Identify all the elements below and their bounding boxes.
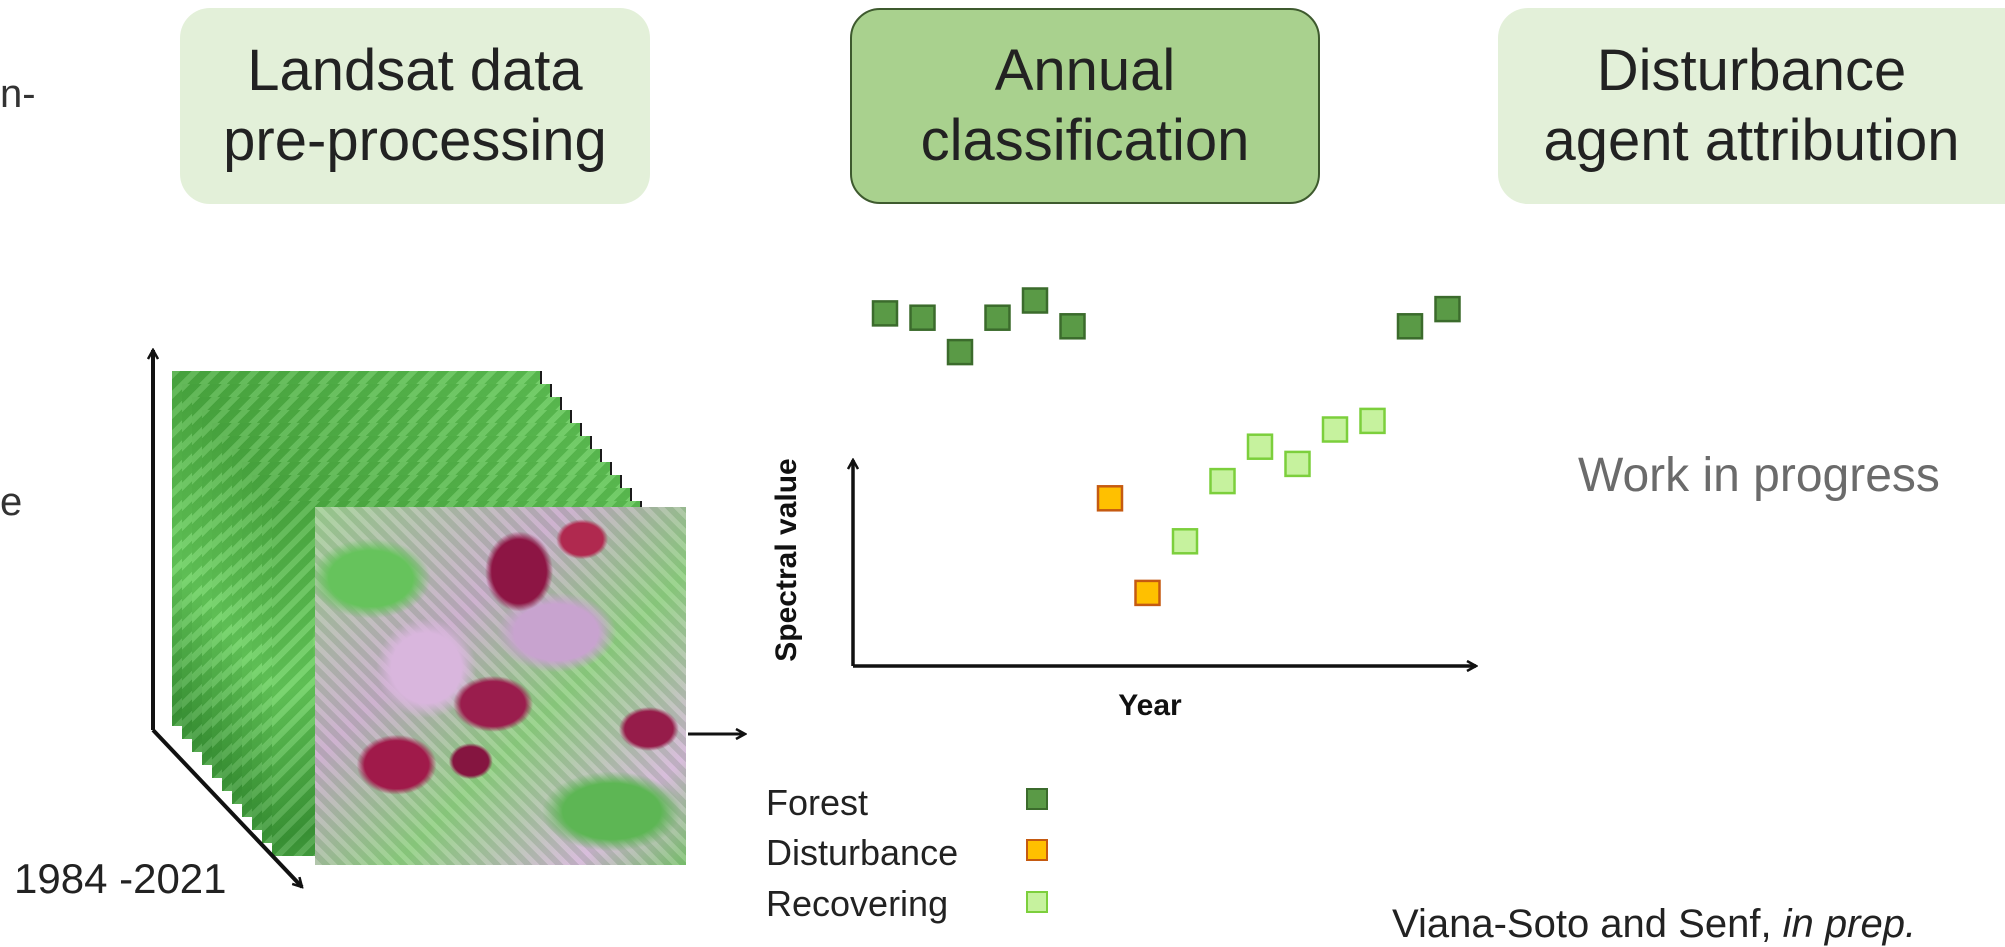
legend-label-disturbance: Disturbance [766,832,959,873]
legend-swatch-forest [1026,788,1048,810]
data-point-forest-3 [946,338,974,366]
data-point-disturbance-7 [1096,485,1124,512]
data-point-forest-4 [984,304,1011,331]
data-point-recovering-12 [1284,450,1311,478]
time-axis-diagonal [151,728,302,887]
data-point-recovering-11 [1246,433,1274,460]
work-in-progress-label: Work in progress [1578,449,1940,502]
data-point-recovering-9 [1171,528,1199,555]
data-point-recovering-14 [1359,407,1386,435]
citation: Viana-Soto and Senf, in prep. [1392,902,1916,947]
legend-swatch-recovering [1026,891,1048,913]
citation-authors: Viana-Soto and Senf, [1392,902,1783,946]
legend-label-forest: Forest [766,782,869,823]
chart-y-label: Spectral value [770,458,803,661]
data-point-forest-6 [1059,313,1086,340]
data-point-recovering-13 [1321,416,1349,443]
chart-points [871,287,1461,607]
data-point-forest-15 [1396,313,1424,340]
edge-text-middle: e [0,480,23,524]
data-point-recovering-10 [1209,467,1236,495]
data-point-forest-2 [909,304,936,331]
years-label: 1984 -2021 [14,855,227,902]
chart-x-label: Year [1118,689,1182,722]
edge-text-top: n- [0,72,36,116]
step-box-preprocessing: Landsat data pre-processing [180,8,650,204]
data-point-forest-16 [1434,295,1461,323]
data-point-forest-1 [871,300,899,327]
legend-swatch-disturbance [1026,839,1048,861]
landsat-front-image [315,507,686,865]
step-box-classification: Annual classification [850,8,1320,204]
step-box-attribution: Disturbance agent attribution [1498,8,2005,204]
data-point-disturbance-8 [1134,579,1161,607]
data-point-forest-5 [1021,287,1049,314]
citation-status: in prep. [1782,902,1917,946]
legend-label-recovering: Recovering [766,883,949,924]
